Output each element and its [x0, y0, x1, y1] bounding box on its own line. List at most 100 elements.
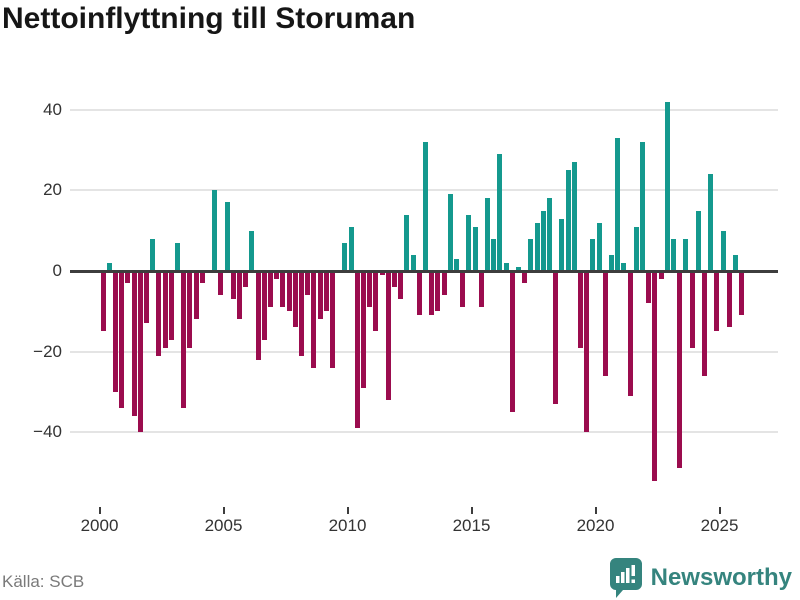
- x-axis-tick-label: 2010: [328, 516, 367, 535]
- positive-bar-80: [596, 222, 602, 271]
- y-axis-tick-label: −40: [33, 422, 62, 442]
- positive-bar-72: [546, 198, 552, 271]
- x-axis-tick-label: 2005: [204, 516, 243, 535]
- x-axis-tick: [470, 507, 473, 514]
- negative-bar-15: [193, 271, 199, 320]
- positive-bar-84: [621, 262, 627, 271]
- negative-bar-25: [255, 271, 261, 360]
- negative-bar-54: [435, 271, 441, 312]
- positive-bar-100: [720, 230, 726, 271]
- negative-bar-0: [100, 271, 106, 332]
- positive-bar-87: [639, 142, 645, 271]
- negative-bar-73: [553, 271, 559, 404]
- negative-bar-68: [522, 271, 528, 284]
- positive-bar-71: [540, 210, 546, 271]
- negative-bar-90: [658, 271, 664, 280]
- source-note: Källa: SCB: [2, 572, 85, 591]
- negative-bar-2: [112, 271, 118, 392]
- negative-bar-31: [292, 271, 298, 328]
- negative-bar-36: [323, 271, 329, 312]
- positive-bar-59: [466, 214, 472, 271]
- negative-bar-29: [280, 271, 286, 308]
- positive-bar-94: [683, 238, 689, 271]
- positive-bar-96: [695, 210, 701, 271]
- positive-bar-75: [565, 170, 571, 271]
- negative-bar-34: [311, 271, 317, 368]
- negative-bar-5: [131, 271, 137, 417]
- positive-bar-102: [732, 254, 738, 271]
- negative-bar-55: [441, 271, 447, 296]
- positive-bar-50: [410, 254, 416, 271]
- positive-bar-82: [608, 254, 614, 271]
- negative-bar-44: [373, 271, 379, 332]
- y-axis-tick-label: 40: [43, 99, 62, 119]
- y-axis-tick-label: 20: [43, 180, 62, 200]
- negative-bar-101: [726, 271, 732, 328]
- negative-bar-13: [181, 271, 187, 409]
- negative-bar-10: [162, 271, 168, 348]
- x-axis-tick-label: 2000: [80, 516, 119, 535]
- negative-bar-42: [360, 271, 366, 388]
- y-axis-tick-label: −20: [33, 341, 62, 361]
- x-axis-tick-label: 2015: [452, 516, 491, 535]
- negative-bar-78: [584, 271, 590, 433]
- negative-bar-7: [143, 271, 149, 324]
- negative-bar-53: [429, 271, 435, 316]
- brand-logo: Newsworthy: [609, 556, 792, 600]
- positive-bar-64: [497, 154, 503, 271]
- positive-bar-74: [559, 218, 565, 271]
- negative-bar-21: [230, 271, 236, 300]
- x-axis-tick: [98, 507, 101, 514]
- bar-chart-speech-bubble-icon: [609, 558, 642, 598]
- positive-bar-56: [447, 194, 453, 271]
- positive-bar-1: [106, 262, 112, 271]
- x-axis-tick-label: 2025: [700, 516, 739, 535]
- positive-bar-98: [708, 174, 714, 271]
- negative-bar-89: [652, 271, 658, 481]
- negative-bar-27: [267, 271, 273, 308]
- negative-bar-19: [218, 271, 224, 296]
- negative-bar-26: [261, 271, 267, 340]
- positive-bar-52: [422, 142, 428, 271]
- positive-bar-79: [590, 238, 596, 271]
- positive-bar-20: [224, 202, 230, 271]
- negative-bar-6: [137, 271, 143, 433]
- x-axis-tick: [346, 507, 349, 514]
- negative-bar-88: [646, 271, 652, 304]
- negative-bar-3: [119, 271, 125, 409]
- negative-bar-16: [199, 271, 205, 284]
- x-axis-tick: [718, 507, 721, 514]
- negative-bar-48: [398, 271, 404, 300]
- negative-bar-46: [385, 271, 391, 400]
- positive-bar-57: [453, 258, 459, 271]
- positive-bar-92: [670, 238, 676, 271]
- y-axis-tick-label: 0: [52, 261, 62, 280]
- negative-bar-61: [478, 271, 484, 308]
- negative-bar-99: [714, 271, 720, 332]
- gridline: [70, 431, 778, 434]
- positive-bar-62: [484, 198, 490, 271]
- positive-bar-39: [342, 242, 348, 271]
- negative-bar-37: [329, 271, 335, 368]
- negative-bar-4: [125, 271, 131, 284]
- positive-bar-86: [633, 226, 639, 271]
- page-title: Nettoinflyttning till Storuman: [2, 2, 416, 35]
- gridline: [70, 108, 778, 111]
- negative-bar-30: [286, 271, 292, 312]
- negative-bar-103: [739, 271, 745, 316]
- negative-bar-14: [187, 271, 193, 348]
- positive-bar-24: [249, 230, 255, 271]
- negative-bar-32: [298, 271, 304, 356]
- positive-bar-69: [528, 238, 534, 271]
- positive-bar-76: [571, 162, 577, 271]
- negative-bar-9: [156, 271, 162, 356]
- positive-bar-91: [664, 101, 670, 271]
- negative-bar-11: [168, 271, 174, 340]
- negative-bar-22: [236, 271, 242, 320]
- positive-bar-60: [472, 226, 478, 271]
- positive-bar-8: [150, 238, 156, 271]
- x-axis-tick: [594, 507, 597, 514]
- negative-bar-33: [305, 271, 311, 296]
- positive-bar-12: [174, 242, 180, 271]
- x-axis-tick-label: 2020: [576, 516, 615, 535]
